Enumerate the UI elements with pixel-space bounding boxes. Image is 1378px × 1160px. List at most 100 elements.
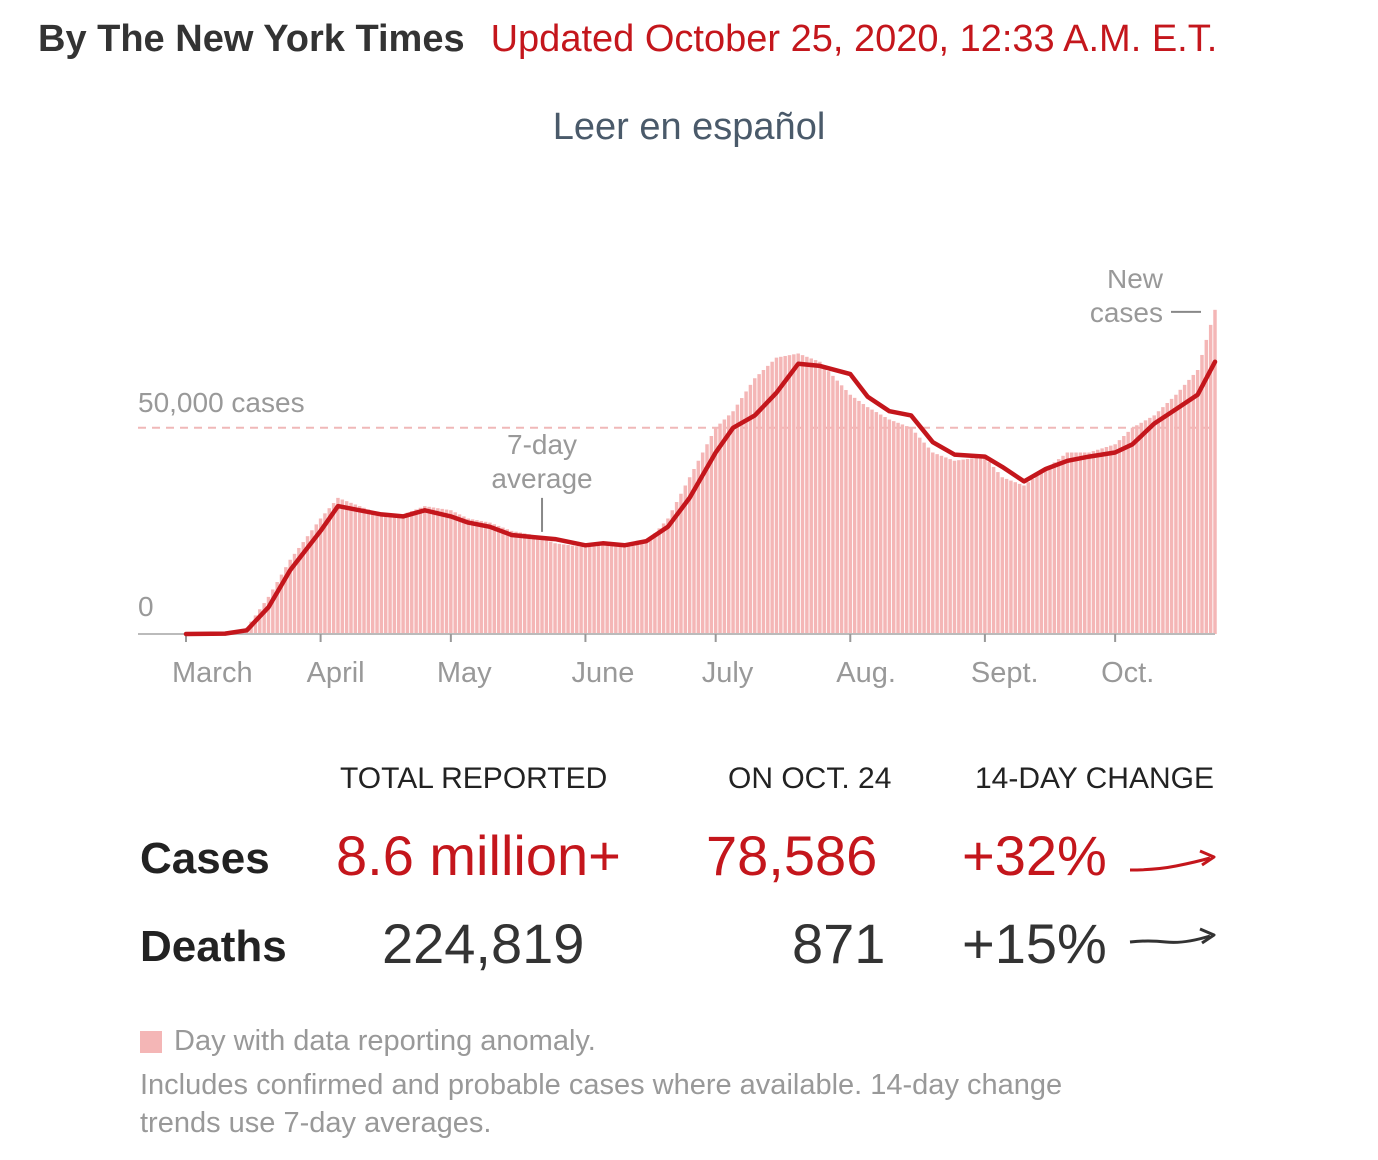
bar-day-122 bbox=[713, 427, 718, 634]
bar-day-31 bbox=[318, 518, 323, 634]
bar-day-62 bbox=[453, 512, 457, 634]
trend-arrows bbox=[1129, 849, 1216, 945]
y-tick-label-1: 50,000 cases bbox=[138, 387, 305, 418]
bar-day-213 bbox=[1109, 445, 1113, 634]
bar-day-235 bbox=[1204, 339, 1209, 634]
bar-day-94 bbox=[592, 546, 596, 634]
bar-day-187 bbox=[996, 472, 1000, 634]
bar-day-91 bbox=[579, 546, 583, 634]
byline: By The New York Times bbox=[38, 18, 465, 60]
bar-day-73 bbox=[501, 527, 505, 634]
bar-day-221 bbox=[1143, 420, 1148, 634]
bar-day-121 bbox=[709, 436, 714, 634]
header-on-date: ON OCT. 24 bbox=[728, 762, 892, 795]
bar-day-211 bbox=[1100, 448, 1104, 634]
cases-trend-arrow-icon bbox=[1129, 849, 1216, 872]
bar-day-146 bbox=[818, 361, 822, 634]
bar-day-42 bbox=[366, 509, 371, 634]
bar-day-186 bbox=[991, 466, 996, 634]
bar-day-29 bbox=[310, 530, 314, 634]
bar-day-134 bbox=[766, 365, 770, 634]
bar-day-107 bbox=[648, 538, 653, 634]
bar-day-174 bbox=[939, 455, 944, 634]
bar-day-57 bbox=[431, 507, 436, 634]
bar-day-96 bbox=[601, 545, 605, 634]
bar-day-110 bbox=[661, 523, 666, 634]
bar-day-226 bbox=[1165, 403, 1169, 634]
bar-day-88 bbox=[566, 545, 570, 634]
bar-day-89 bbox=[570, 545, 575, 634]
bar-day-128 bbox=[740, 398, 744, 634]
bar-day-104 bbox=[635, 544, 640, 634]
bar-day-51 bbox=[405, 512, 410, 634]
bar-day-234 bbox=[1200, 354, 1204, 634]
bar-day-181 bbox=[970, 458, 974, 634]
bar-day-84 bbox=[548, 541, 553, 634]
bar-day-165 bbox=[900, 424, 905, 634]
bar-day-135 bbox=[770, 361, 774, 634]
bar-day-207 bbox=[1083, 452, 1087, 634]
average-line bbox=[183, 359, 1218, 637]
bar-day-46 bbox=[383, 514, 388, 634]
bar-day-97 bbox=[605, 545, 609, 634]
byline-row: By The New York Times Updated October 25,… bbox=[38, 18, 1217, 61]
bar-day-125 bbox=[726, 415, 731, 634]
bar-day-69 bbox=[483, 521, 488, 634]
bar-day-93 bbox=[588, 546, 592, 634]
bar-day-209 bbox=[1091, 451, 1096, 634]
bar-day-214 bbox=[1113, 444, 1117, 634]
bar-day-171 bbox=[926, 447, 931, 634]
bar-day-173 bbox=[935, 454, 939, 634]
bar-day-64 bbox=[462, 516, 466, 634]
bar-day-123 bbox=[718, 423, 722, 634]
bar-day-139 bbox=[787, 355, 792, 634]
bar-day-68 bbox=[479, 520, 483, 634]
bar-day-56 bbox=[427, 506, 431, 634]
bar-day-18 bbox=[262, 603, 266, 634]
bar-day-98 bbox=[609, 546, 614, 634]
bar-day-115 bbox=[683, 485, 688, 634]
bar-day-85 bbox=[553, 543, 557, 634]
annotation-label-1-1: cases bbox=[1090, 297, 1163, 328]
language-link[interactable]: Leer en español bbox=[552, 106, 826, 148]
bar-day-184 bbox=[983, 456, 987, 634]
bar-day-136 bbox=[774, 357, 779, 634]
footnote-line-1: Includes confirmed and probable cases wh… bbox=[140, 1069, 1063, 1101]
bar-day-160 bbox=[878, 414, 883, 634]
bar-day-185 bbox=[987, 461, 991, 634]
bar-day-223 bbox=[1152, 415, 1156, 634]
bar-day-227 bbox=[1169, 398, 1174, 634]
bar-day-101 bbox=[622, 547, 627, 634]
annotation-label-0-1: average bbox=[491, 463, 592, 494]
bar-day-196 bbox=[1035, 475, 1039, 634]
bar-day-140 bbox=[792, 354, 796, 634]
bar-day-81 bbox=[535, 536, 540, 634]
bar-day-210 bbox=[1096, 449, 1100, 634]
bar-day-44 bbox=[375, 512, 379, 634]
annotation-label-1-0: New bbox=[1107, 270, 1164, 294]
bar-day-199 bbox=[1048, 465, 1052, 634]
bar-day-154 bbox=[852, 397, 857, 634]
bar-day-76 bbox=[514, 531, 518, 634]
bar-day-163 bbox=[891, 421, 896, 634]
deaths-label: Deaths bbox=[140, 922, 287, 971]
bar-day-23 bbox=[284, 567, 288, 634]
bar-day-92 bbox=[583, 547, 588, 634]
legend-anomaly-text: Day with data reporting anomaly. bbox=[174, 1025, 596, 1057]
bar-day-53 bbox=[414, 509, 418, 634]
bar-day-26 bbox=[297, 547, 301, 634]
bar-day-231 bbox=[1187, 379, 1191, 634]
bar-day-166 bbox=[904, 426, 909, 634]
month-label-6: Sept. bbox=[971, 657, 1039, 689]
bar-day-145 bbox=[813, 360, 818, 634]
footnote-line-2: trends use 7-day averages. bbox=[140, 1107, 492, 1139]
deaths-trend-arrow-icon bbox=[1129, 927, 1216, 945]
bar-day-105 bbox=[640, 544, 644, 634]
bar-day-116 bbox=[687, 477, 692, 634]
cases-change: +32% bbox=[962, 824, 1107, 887]
bar-day-167 bbox=[909, 427, 913, 634]
bar-day-119 bbox=[700, 452, 705, 634]
cases-label: Cases bbox=[140, 834, 270, 883]
bar-day-180 bbox=[965, 458, 970, 634]
bar-day-78 bbox=[522, 533, 527, 634]
